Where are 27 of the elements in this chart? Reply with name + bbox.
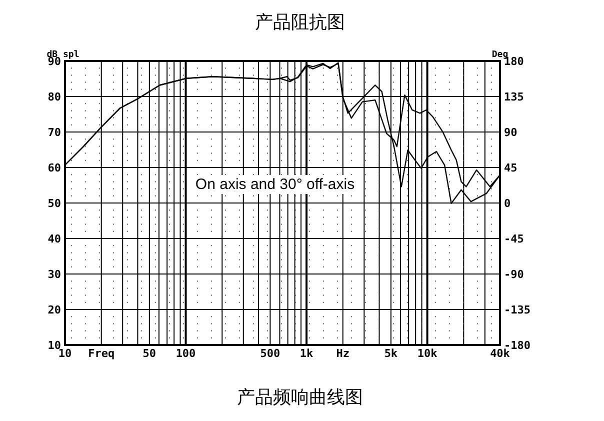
y2-tick-label: -135 <box>504 304 530 316</box>
y-tick-label: 20 <box>48 304 61 316</box>
y2-tick-label: 45 <box>504 162 518 174</box>
y-tick-label: 50 <box>48 197 61 210</box>
x-tick-label: 1k <box>300 347 314 360</box>
y-tick-label: 40 <box>48 232 61 246</box>
x-tick-label: 50 <box>142 347 156 360</box>
y2-tick-label: 0 <box>504 197 511 210</box>
y2-tick-label: -90 <box>504 268 524 281</box>
x-tick-label: 500 <box>260 347 280 360</box>
text: 产品频响曲线图 <box>237 387 363 408</box>
x-tick-label: 5k <box>384 347 398 360</box>
y2-tick-label: 135 <box>504 90 524 104</box>
y-tick-label: 70 <box>48 126 61 139</box>
y-tick-label: 60 <box>48 162 61 174</box>
y2-tick-label: -45 <box>504 232 524 246</box>
chart-title: 产品阻抗图 <box>255 12 345 33</box>
y-tick-label: 10 <box>48 339 61 352</box>
x-tick-label: 100 <box>176 347 196 360</box>
y-tick-label: 30 <box>48 268 61 281</box>
x-tick-label: 40k <box>490 347 510 360</box>
y2-tick-label: 90 <box>504 126 518 139</box>
annotation: On axis and 30° off-axis <box>195 176 355 193</box>
x-tick-label: Freq <box>88 347 115 360</box>
x-tick-label: Hz <box>336 347 350 360</box>
x-tick-label: 10k <box>417 347 438 360</box>
y-tick-label: 80 <box>48 90 61 104</box>
